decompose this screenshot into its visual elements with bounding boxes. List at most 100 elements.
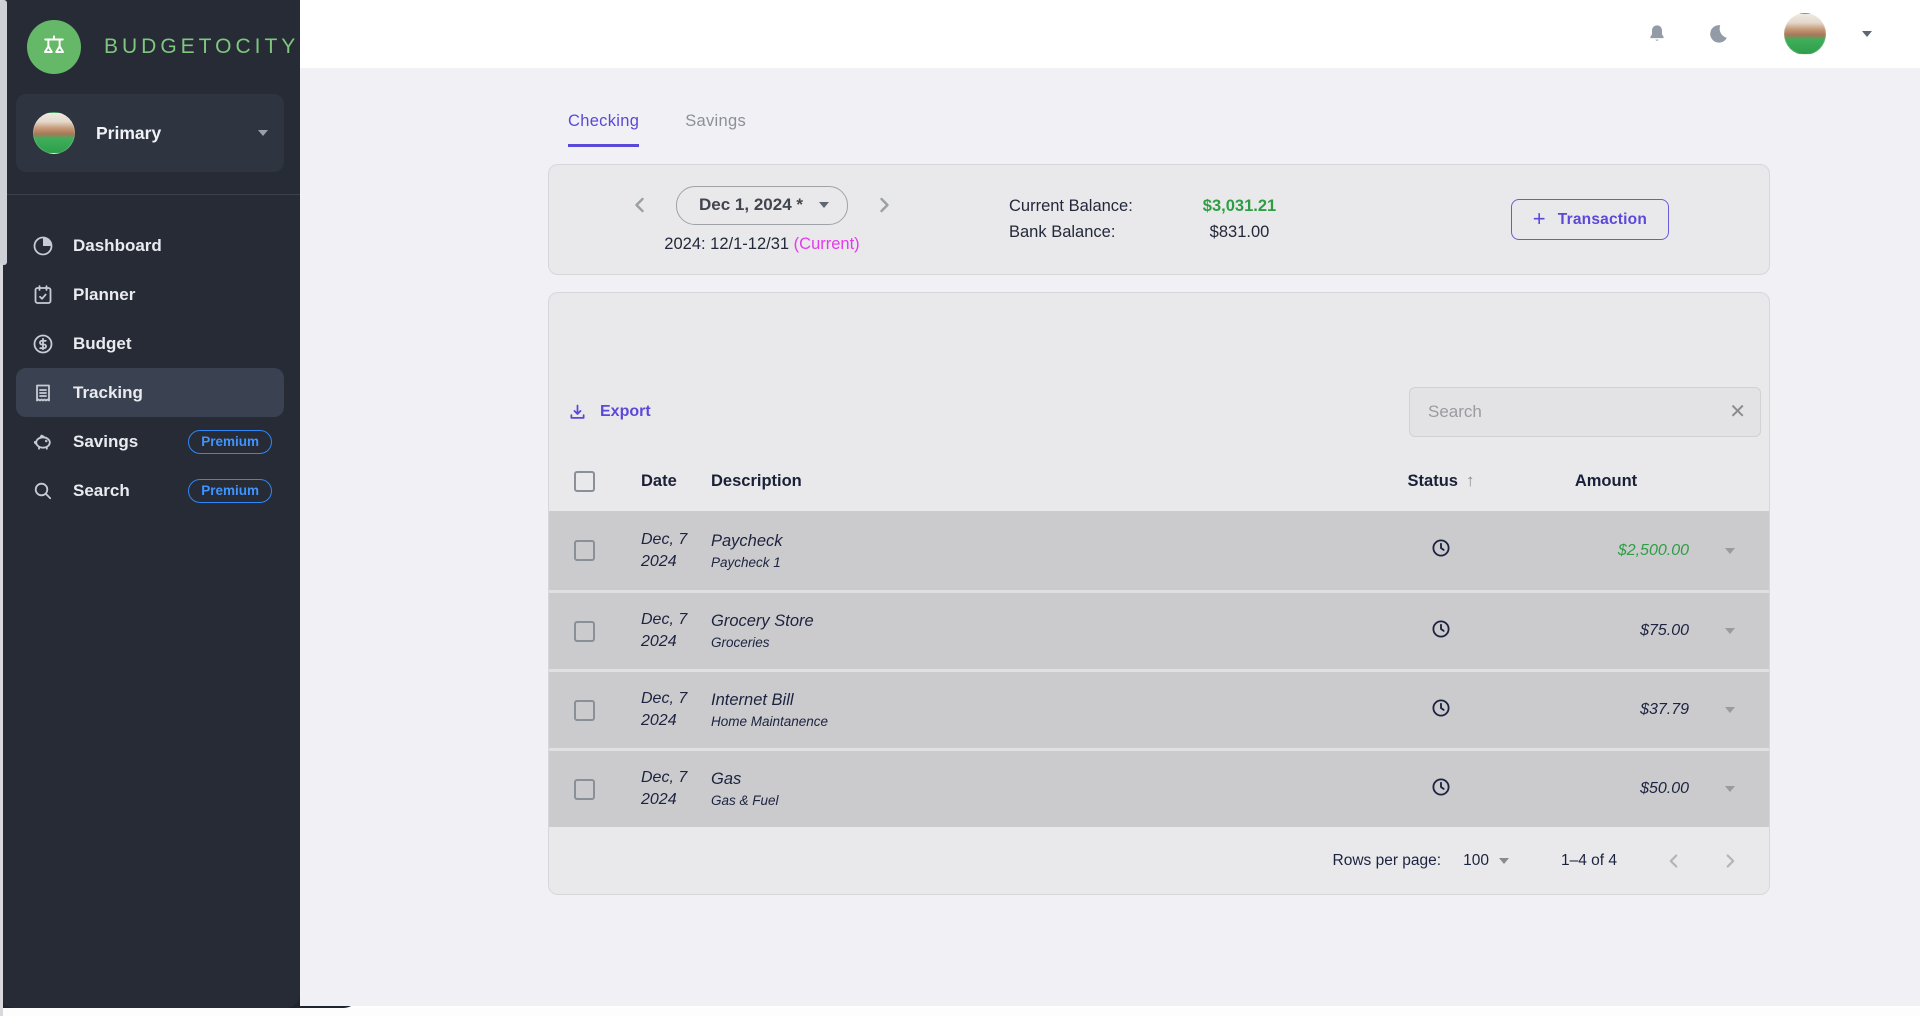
row-expand-caret[interactable] <box>1691 786 1769 792</box>
sidebar-item-savings[interactable]: Savings Premium <box>16 417 284 466</box>
column-header-date: Date <box>641 471 677 490</box>
row-expand-caret[interactable] <box>1691 707 1769 713</box>
chevron-down-icon <box>1498 857 1509 864</box>
transaction-amount: $75.00 <box>1640 622 1689 639</box>
next-page-chevron-icon[interactable] <box>1719 850 1741 872</box>
pending-clock-icon <box>1430 697 1452 719</box>
row-expand-caret[interactable] <box>1691 628 1769 634</box>
tab-savings[interactable]: Savings <box>685 112 746 130</box>
main-content: Checking Savings Dec 1, 2024 * <box>300 68 1920 1006</box>
table-row[interactable]: Dec, 7 2024 Gas Gas & Fuel $50.00 <box>549 748 1769 827</box>
chevron-down-icon <box>258 130 268 136</box>
chevron-down-icon <box>818 202 829 208</box>
account-name: Primary <box>96 122 162 143</box>
top-header <box>300 0 1920 68</box>
add-transaction-label: Transaction <box>1557 210 1647 228</box>
transaction-amount: $37.79 <box>1640 701 1689 718</box>
rows-per-page-select[interactable]: 100 <box>1463 852 1509 870</box>
transaction-category: Gas & Fuel <box>711 793 779 808</box>
add-transaction-button[interactable]: + Transaction <box>1510 199 1669 240</box>
previous-page-chevron-icon[interactable] <box>1663 850 1685 872</box>
account-selector[interactable]: Primary <box>16 94 284 172</box>
pending-clock-icon <box>1430 776 1452 798</box>
tab-checking[interactable]: Checking <box>568 112 640 147</box>
transaction-title: Internet Bill <box>711 691 794 709</box>
sidebar-item-search[interactable]: Search Premium <box>16 466 284 515</box>
sidebar-divider <box>0 194 300 195</box>
table-row[interactable]: Dec, 7 2024 Paycheck Paycheck 1 $2,500.00 <box>549 511 1769 590</box>
left-scrollbar-track[interactable] <box>0 0 3 1016</box>
row-checkbox[interactable] <box>574 540 595 561</box>
next-period-chevron-icon[interactable] <box>872 193 896 217</box>
transaction-category: Home Maintanence <box>711 714 829 729</box>
sidebar-item-label: Search <box>73 480 130 500</box>
plus-icon: + <box>1532 205 1546 231</box>
rows-per-page-label: Rows per page: <box>1332 851 1442 869</box>
premium-badge: Premium <box>188 478 272 503</box>
sidebar-item-label: Dashboard <box>73 235 162 255</box>
page-range: 1–4 of 4 <box>1560 851 1617 869</box>
period-range: 2024: 12/1-12/31 (Current) <box>664 235 859 254</box>
dollar-circle-icon <box>31 332 55 356</box>
notifications-bell-icon[interactable] <box>1645 22 1669 46</box>
transaction-amount: $50.00 <box>1640 780 1689 797</box>
search-input[interactable] <box>1426 401 1730 423</box>
magnifier-icon <box>31 479 55 503</box>
export-label: Export <box>600 403 651 420</box>
column-header-status[interactable]: Status ↑ <box>1407 471 1475 490</box>
search-box: ✕ <box>1409 387 1761 437</box>
column-header-amount: Amount <box>1574 471 1638 490</box>
sidebar-item-label: Budget <box>73 333 132 353</box>
sidebar-nav: Dashboard Planner Budget <box>0 221 300 515</box>
transaction-title: Paycheck <box>711 531 783 550</box>
row-checkbox[interactable] <box>574 778 595 800</box>
user-avatar[interactable] <box>1784 13 1826 55</box>
table-row[interactable]: Dec, 7 2024 Grocery Store Groceries $75.0… <box>549 590 1769 669</box>
current-balance-value: $3,031.21 <box>1202 197 1277 215</box>
bank-balance-value: $831.00 <box>1209 223 1270 241</box>
transactions-card: Export ✕ Date Description Status↑ Amount <box>548 292 1770 895</box>
sidebar-item-budget[interactable]: Budget <box>16 319 284 368</box>
sidebar-item-tracking[interactable]: Tracking <box>16 368 284 417</box>
pie-chart-icon <box>31 234 55 258</box>
table-row[interactable]: Dec, 7 2024 Internet Bill Home Maintanenc… <box>549 669 1769 748</box>
export-button[interactable]: Export <box>559 398 659 427</box>
period-range-text: 2024: 12/1-12/31 <box>664 234 790 253</box>
user-menu-caret-icon[interactable] <box>1862 31 1872 37</box>
premium-badge: Premium <box>188 429 272 454</box>
period-label: Dec 1, 2024 * <box>699 195 803 214</box>
piggy-bank-icon <box>31 430 55 454</box>
dark-mode-moon-icon[interactable] <box>1705 22 1730 47</box>
sidebar-item-planner[interactable]: Planner <box>16 270 284 319</box>
transaction-title: Grocery Store <box>711 612 814 630</box>
table-header-row: Date Description Status ↑ Amount <box>549 451 1769 511</box>
transaction-category: Groceries <box>711 635 770 650</box>
table-body: Dec, 7 2024 Paycheck Paycheck 1 $2,500.00 <box>549 511 1769 827</box>
period-current-flag: (Current) <box>793 234 860 253</box>
sidebar-item-label: Tracking <box>73 382 143 402</box>
period-dropdown[interactable]: Dec 1, 2024 * <box>676 185 848 225</box>
previous-period-chevron-icon[interactable] <box>628 193 652 217</box>
balance-scale-icon <box>27 20 81 74</box>
sidebar-item-label: Planner <box>73 284 136 304</box>
rows-per-page-value: 100 <box>1463 851 1489 869</box>
brand-logo: BUDGETOCITY™ <box>0 0 308 74</box>
sidebar-item-dashboard[interactable]: Dashboard <box>16 221 284 270</box>
select-all-checkbox[interactable] <box>574 470 595 492</box>
bank-balance-label: Bank Balance: <box>1009 223 1116 241</box>
sort-ascending-icon: ↑ <box>1465 471 1475 490</box>
balances: Current Balance: $3,031.21 Bank Balance:… <box>1009 197 1332 242</box>
sidebar-item-label: Savings <box>73 431 139 451</box>
column-header-description: Description <box>711 471 802 490</box>
row-checkbox[interactable] <box>574 620 595 642</box>
calendar-check-icon <box>31 283 55 307</box>
clear-search-icon[interactable]: ✕ <box>1729 401 1746 423</box>
transaction-amount: $2,500.00 <box>1617 541 1689 559</box>
row-expand-caret[interactable] <box>1691 547 1769 554</box>
row-checkbox[interactable] <box>574 699 595 721</box>
pending-clock-icon <box>1430 618 1452 640</box>
left-scrollbar-thumb[interactable] <box>0 0 7 265</box>
download-icon <box>567 402 588 423</box>
transaction-category: Paycheck 1 <box>711 554 781 570</box>
account-tabs: Checking Savings <box>568 112 1770 147</box>
